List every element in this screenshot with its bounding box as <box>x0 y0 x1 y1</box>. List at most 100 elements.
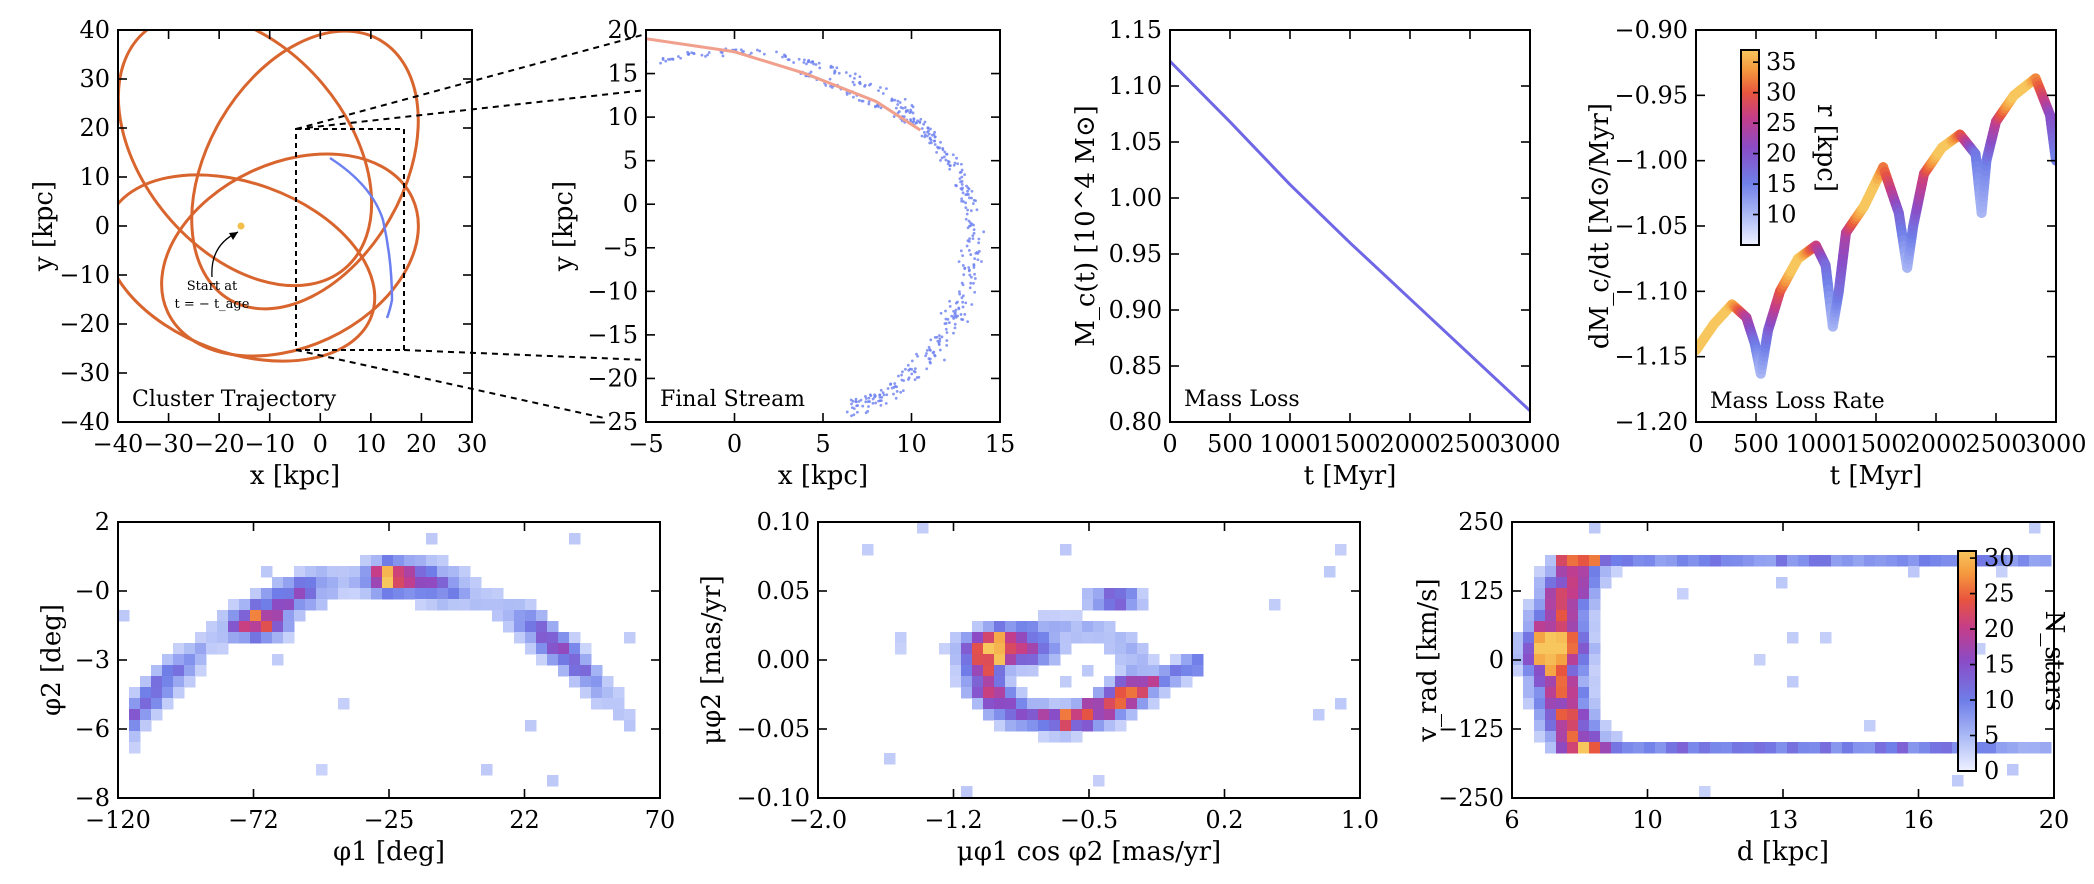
stream-star <box>911 111 915 115</box>
heatmap-cell <box>272 599 284 611</box>
y-tick-label: 5 <box>623 147 638 175</box>
heatmap-cell <box>1589 555 1601 567</box>
heatmap-cell <box>1093 709 1105 721</box>
y-tick-label: −125 <box>1438 715 1504 743</box>
heatmap-cell <box>1137 588 1149 600</box>
y-tick-label: −8 <box>75 784 110 812</box>
heatmap-cell <box>1192 654 1204 666</box>
heatmap-cell <box>250 599 262 611</box>
stream-star <box>867 100 871 104</box>
heatmap-cell <box>1324 566 1336 578</box>
heatmap-cell <box>983 676 995 688</box>
stream-star <box>943 322 947 326</box>
heatmap-cell <box>294 599 306 611</box>
heatmap-cell <box>1137 654 1149 666</box>
stream-star <box>941 146 945 150</box>
heatmap-cell <box>283 632 295 644</box>
heatmap-cell <box>1974 643 1986 655</box>
heatmap-cell <box>426 588 438 600</box>
heatmap-cell <box>1534 588 1546 600</box>
heatmap-cell <box>1115 654 1127 666</box>
heatmap-cell <box>972 665 984 677</box>
heatmap-cell <box>950 632 962 644</box>
x-tick-label: 3000 <box>2025 430 2086 458</box>
heatmap-cell <box>1952 775 1964 787</box>
heatmap-cell <box>1996 566 2008 578</box>
heatmap-cell <box>983 698 995 710</box>
stream-star <box>742 49 745 53</box>
heatmap-cell <box>1820 632 1832 644</box>
stream-star <box>965 212 969 216</box>
heatmap-cell <box>1082 632 1094 644</box>
heatmap-cell <box>1567 709 1579 721</box>
stream-star <box>909 108 913 112</box>
heatmap-cell <box>1589 643 1601 655</box>
heatmap-cell <box>1060 731 1072 743</box>
y-tick-label: 0 <box>95 212 110 240</box>
heatmap-cell <box>261 632 273 644</box>
heatmap-cell <box>1578 709 1590 721</box>
stream-star <box>811 60 814 63</box>
stream-star <box>971 237 975 241</box>
heatmap-cell <box>1589 709 1601 721</box>
heatmap-cell <box>1908 566 1920 578</box>
stream-star <box>762 52 766 56</box>
x-tick-label: −5 <box>628 430 663 458</box>
xlabel-c: t [Myr] <box>1304 461 1397 491</box>
heatmap-cell <box>1589 720 1601 732</box>
stream-star <box>892 392 895 396</box>
heatmap-cell <box>1060 544 1072 556</box>
heatmap-cell <box>950 676 962 688</box>
heatmap-cell <box>228 632 240 644</box>
stream-star <box>959 249 963 253</box>
heatmap-cell <box>547 621 559 633</box>
y-tick-label: −20 <box>59 310 110 338</box>
heatmap-cell <box>305 577 317 589</box>
heatmap-cell <box>1137 643 1149 655</box>
heatmap-cell <box>1578 610 1590 622</box>
stream-star <box>961 186 964 190</box>
heatmap-cell <box>261 599 273 611</box>
stream-star <box>868 393 872 397</box>
stream-star <box>877 399 880 403</box>
heatmap-cell <box>972 632 984 644</box>
heatmap-cell <box>1545 720 1557 732</box>
x-tick-label: 1.0 <box>1341 806 1379 834</box>
stream-star <box>971 202 975 205</box>
y-tick-label: 0 <box>623 190 638 218</box>
stream-star <box>851 80 855 84</box>
stream-star <box>975 208 979 212</box>
heatmap-e-cells <box>118 533 636 787</box>
heatmap-cell <box>1159 687 1171 699</box>
heatmap-cell <box>1567 731 1579 743</box>
heatmap-cell <box>558 654 570 666</box>
heatmap-cell <box>382 555 394 567</box>
colorbar-r-tick-label: 20 <box>1766 140 1797 168</box>
xlabel-a: x [kpc] <box>250 461 340 491</box>
heatmap-cell <box>1126 643 1138 655</box>
stream-star <box>881 92 885 95</box>
orbit-loop-2 <box>190 30 420 311</box>
heatmap-cell <box>1137 665 1149 677</box>
heatmap-cell <box>2007 555 2019 567</box>
heatmap-cell <box>983 654 995 666</box>
stream-star <box>966 189 969 193</box>
stream-star <box>966 320 970 324</box>
heatmap-cell <box>371 555 383 567</box>
heatmap-cell <box>1082 588 1094 600</box>
heatmap-cell <box>1556 599 1568 611</box>
heatmap-cell <box>1842 555 1854 567</box>
heatmap-cell <box>1721 742 1733 754</box>
x-tick-label: −0.5 <box>1060 806 1118 834</box>
colorbar-r-tick-label: 15 <box>1766 170 1797 198</box>
heatmap-cell <box>580 654 592 666</box>
stream-star <box>910 359 914 363</box>
mass-loss-rate-curve <box>1696 73 2056 379</box>
panel-title-b: Final Stream <box>660 387 805 412</box>
stream-star <box>868 83 871 87</box>
heatmap-cell <box>1104 687 1116 699</box>
heatmap-cell <box>1159 665 1171 677</box>
heatmap-cell <box>1071 709 1083 721</box>
